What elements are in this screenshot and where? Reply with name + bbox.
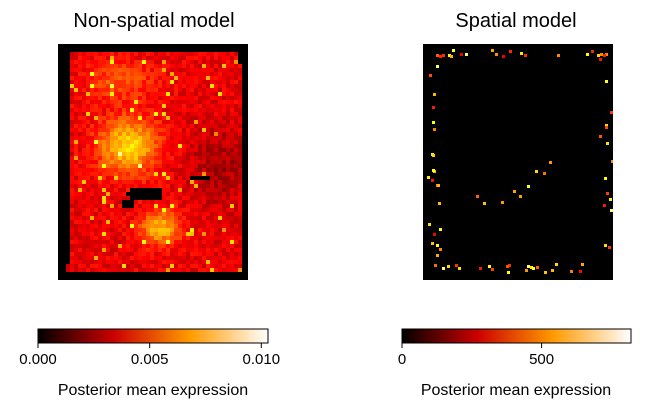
- spatial-colorbar-tick-label: 500: [529, 351, 554, 368]
- spatial-heatmap-cells: [427, 49, 613, 274]
- nonspatial-heatmap: [58, 44, 248, 280]
- spatial-colorbar-label: Posterior mean expression: [420, 382, 612, 399]
- spatial-heatmap: [423, 44, 613, 280]
- left-panel-title: Non-spatial model: [73, 10, 235, 32]
- spatial-colorbar: 0 500: [398, 328, 632, 368]
- nonspatial-colorbar-gradient: [37, 328, 269, 344]
- right-panel-title: Spatial model: [455, 10, 577, 32]
- spatial-colorbar-tick-label: 0: [398, 351, 406, 368]
- nonspatial-colorbar-tick-label: 0.005: [131, 351, 169, 368]
- spatial-colorbar-gradient: [401, 328, 632, 344]
- nonspatial-colorbar-label: Posterior mean expression: [57, 382, 249, 399]
- nonspatial-colorbar-tick-label: 0.000: [19, 351, 57, 368]
- nonspatial-colorbar: 0.000 0.005 0.010: [19, 328, 281, 368]
- nonspatial-heatmap-cells: [66, 52, 242, 272]
- nonspatial-colorbar-tick-label: 0.010: [243, 351, 281, 368]
